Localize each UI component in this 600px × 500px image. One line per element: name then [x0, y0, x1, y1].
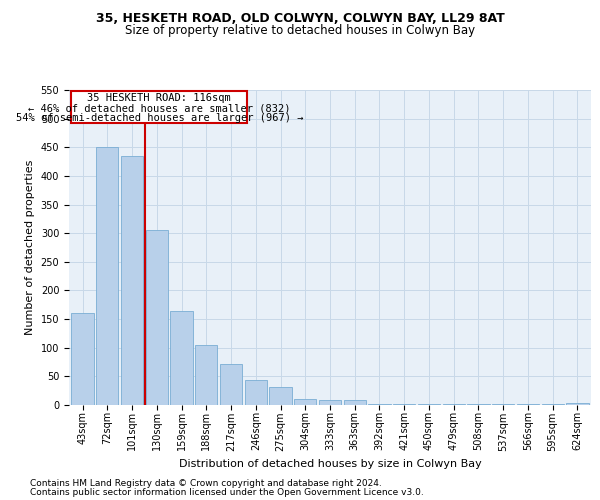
Bar: [71, 314, 94, 405]
Bar: [146, 230, 168, 405]
Bar: [368, 404, 391, 405]
Text: 35, HESKETH ROAD, OLD COLWYN, COLWYN BAY, LL29 8AT: 35, HESKETH ROAD, OLD COLWYN, COLWYN BAY…: [95, 12, 505, 26]
Bar: [467, 404, 490, 405]
Y-axis label: Number of detached properties: Number of detached properties: [25, 160, 35, 335]
Text: ← 46% of detached houses are smaller (832): ← 46% of detached houses are smaller (83…: [28, 103, 290, 113]
Bar: [195, 345, 217, 405]
Bar: [269, 386, 292, 405]
Bar: [121, 156, 143, 405]
Bar: [393, 404, 415, 405]
Bar: [245, 380, 267, 405]
Bar: [319, 400, 341, 405]
Text: 35 HESKETH ROAD: 116sqm: 35 HESKETH ROAD: 116sqm: [88, 94, 231, 104]
Bar: [492, 404, 514, 405]
Bar: [542, 404, 564, 405]
X-axis label: Distribution of detached houses by size in Colwyn Bay: Distribution of detached houses by size …: [179, 459, 481, 469]
Bar: [170, 310, 193, 405]
Text: Contains HM Land Registry data © Crown copyright and database right 2024.: Contains HM Land Registry data © Crown c…: [30, 478, 382, 488]
Text: 54% of semi-detached houses are larger (967) →: 54% of semi-detached houses are larger (…: [16, 113, 303, 123]
Text: Contains public sector information licensed under the Open Government Licence v3: Contains public sector information licen…: [30, 488, 424, 497]
Bar: [344, 400, 366, 405]
Bar: [418, 404, 440, 405]
Bar: [566, 402, 589, 405]
Bar: [220, 364, 242, 405]
Bar: [294, 400, 316, 405]
Bar: [517, 404, 539, 405]
Bar: [96, 148, 118, 405]
FancyBboxPatch shape: [71, 91, 247, 122]
Bar: [443, 404, 465, 405]
Text: Size of property relative to detached houses in Colwyn Bay: Size of property relative to detached ho…: [125, 24, 475, 37]
